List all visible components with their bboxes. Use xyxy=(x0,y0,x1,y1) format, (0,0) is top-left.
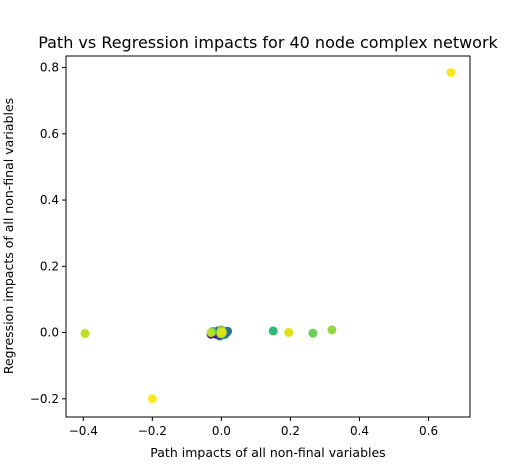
scatter-point xyxy=(327,325,337,335)
x-tick-label: 0.6 xyxy=(419,424,438,438)
plot-marks xyxy=(80,68,456,404)
y-axis-label: Regression impacts of all non-final vari… xyxy=(1,98,16,374)
scatter-point xyxy=(284,328,294,338)
y-tick-label: 0.2 xyxy=(40,259,59,273)
y-tick-label: 0.0 xyxy=(40,326,59,340)
x-tick-label: 0.2 xyxy=(281,424,300,438)
scatter-point xyxy=(308,328,318,338)
scatter-point xyxy=(80,329,90,339)
chart-title: Path vs Regression impacts for 40 node c… xyxy=(38,33,498,52)
x-axis-label: Path impacts of all non-final variables xyxy=(150,445,385,460)
y-tick-label: 0.8 xyxy=(40,61,59,75)
scatter-point xyxy=(147,394,157,404)
x-tick-label: 0.4 xyxy=(350,424,369,438)
scatter-point xyxy=(206,328,216,338)
x-axis: −0.4 −0.2 0.0 0.2 0.4 0.6 xyxy=(69,417,438,438)
plot-frame xyxy=(65,55,471,418)
y-tick-label: 0.6 xyxy=(40,127,59,141)
scatter-point xyxy=(268,326,278,336)
x-tick-label: −0.4 xyxy=(69,424,98,438)
y-tick-label: 0.4 xyxy=(40,193,59,207)
scatter-point xyxy=(217,327,227,337)
y-tick-label: −0.2 xyxy=(30,392,59,406)
x-tick-label: −0.2 xyxy=(138,424,167,438)
y-axis: −0.2 0.0 0.2 0.4 0.6 0.8 xyxy=(30,61,66,406)
x-tick-label: 0.0 xyxy=(212,424,231,438)
scatter-point xyxy=(446,68,456,78)
